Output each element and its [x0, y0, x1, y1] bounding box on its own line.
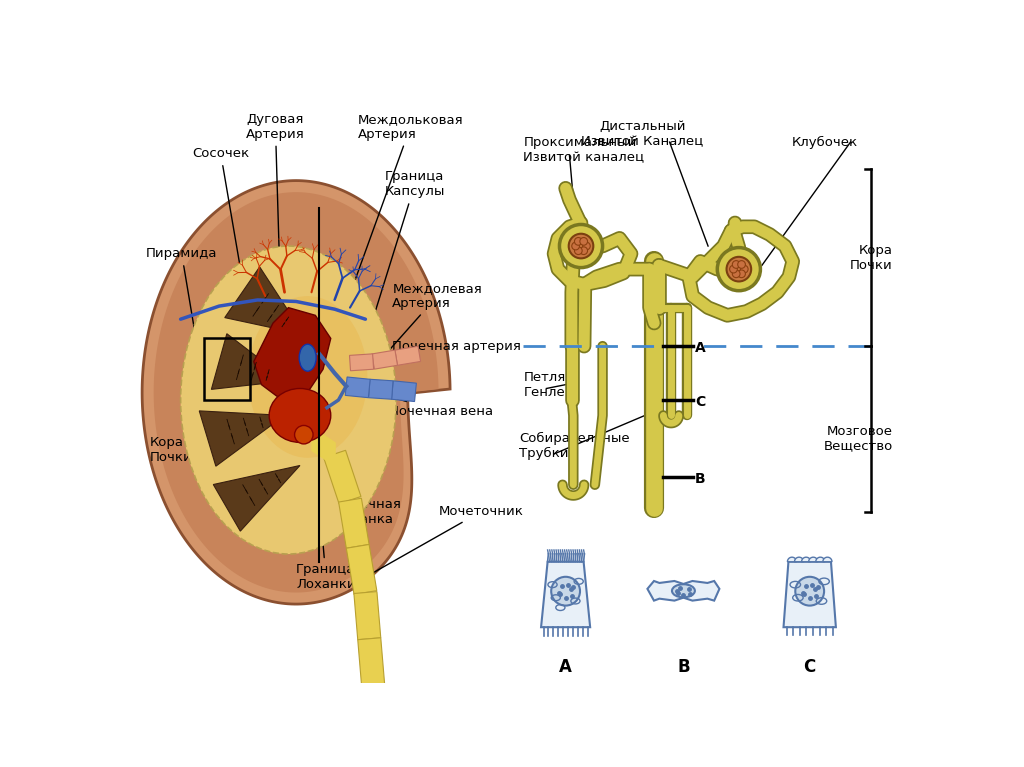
Circle shape [796, 577, 824, 606]
Text: Почечная вена: Почечная вена [388, 397, 493, 418]
Text: A: A [695, 341, 706, 355]
Text: Кора
Почки: Кора Почки [850, 244, 893, 272]
Bar [204, 338, 250, 400]
Polygon shape [372, 350, 397, 369]
Circle shape [732, 270, 740, 278]
Circle shape [732, 261, 740, 268]
Text: Граница
Лоханки: Граница Лоханки [296, 503, 355, 591]
Ellipse shape [672, 584, 695, 597]
Text: Сосочек: Сосочек [193, 147, 253, 344]
Text: A: A [559, 658, 572, 676]
Circle shape [571, 242, 580, 250]
Polygon shape [795, 557, 804, 561]
Text: Клубочек: Клубочек [793, 136, 858, 149]
Ellipse shape [180, 246, 396, 554]
Text: C: C [695, 395, 706, 410]
Circle shape [730, 265, 737, 273]
Polygon shape [349, 354, 374, 370]
Polygon shape [142, 180, 451, 604]
Polygon shape [823, 557, 833, 561]
Polygon shape [213, 466, 300, 532]
Polygon shape [357, 638, 385, 686]
Text: Мозговое
Вещество: Мозговое Вещество [823, 425, 893, 453]
Circle shape [727, 257, 752, 281]
Text: B: B [695, 472, 706, 486]
Circle shape [583, 242, 590, 250]
Text: Кора
Почки: Кора Почки [150, 436, 193, 464]
Text: B: B [677, 658, 690, 676]
Circle shape [568, 234, 593, 258]
Polygon shape [647, 581, 720, 601]
Circle shape [717, 248, 761, 291]
Text: Почечная
Лоханка: Почечная Лоханка [322, 463, 401, 525]
Circle shape [574, 238, 583, 245]
Text: Граница
Капсулы: Граница Капсулы [370, 170, 445, 328]
Ellipse shape [299, 344, 316, 371]
Text: Проксимальный
Извитой каналец: Проксимальный Извитой каналец [523, 136, 644, 164]
Text: Междольковая
Артерия: Междольковая Артерия [343, 113, 463, 313]
Polygon shape [354, 591, 381, 640]
Polygon shape [395, 346, 421, 365]
Polygon shape [345, 377, 371, 397]
Circle shape [574, 247, 583, 255]
Polygon shape [211, 334, 289, 390]
Polygon shape [346, 545, 377, 594]
Circle shape [295, 426, 313, 444]
Polygon shape [224, 267, 304, 334]
Polygon shape [809, 557, 818, 561]
Circle shape [551, 577, 580, 606]
Ellipse shape [248, 296, 368, 458]
Text: Пирамида: Пирамида [146, 247, 217, 451]
Text: Дуговая
Артерия: Дуговая Артерия [246, 113, 305, 301]
Polygon shape [339, 499, 369, 548]
Text: Почечная артерия: Почечная артерия [391, 340, 521, 360]
Polygon shape [254, 308, 331, 400]
Polygon shape [816, 557, 825, 561]
Circle shape [737, 270, 745, 278]
Text: Мозговое
Вещество: Мозговое Вещество [200, 436, 269, 464]
Text: Дистальный
Извитой Каналец: Дистальный Извитой Каналец [582, 120, 703, 148]
Polygon shape [200, 411, 285, 466]
Polygon shape [369, 379, 393, 400]
Text: Мочеточник: Мочеточник [368, 505, 523, 576]
Polygon shape [324, 450, 361, 504]
Ellipse shape [269, 389, 331, 443]
Polygon shape [154, 193, 438, 593]
Circle shape [580, 247, 588, 255]
Polygon shape [391, 381, 417, 402]
Text: Петля
Генле: Петля Генле [523, 370, 565, 399]
Circle shape [580, 238, 588, 245]
Text: Междолевая
Артерия: Междолевая Артерия [368, 282, 482, 375]
Text: C: C [804, 658, 816, 676]
Circle shape [740, 265, 749, 273]
Polygon shape [787, 557, 797, 561]
Polygon shape [541, 561, 590, 627]
Circle shape [559, 225, 602, 268]
Polygon shape [802, 557, 811, 561]
Polygon shape [783, 561, 836, 627]
Text: Собирательные
Трубки: Собирательные Трубки [519, 432, 630, 460]
Circle shape [737, 261, 745, 268]
